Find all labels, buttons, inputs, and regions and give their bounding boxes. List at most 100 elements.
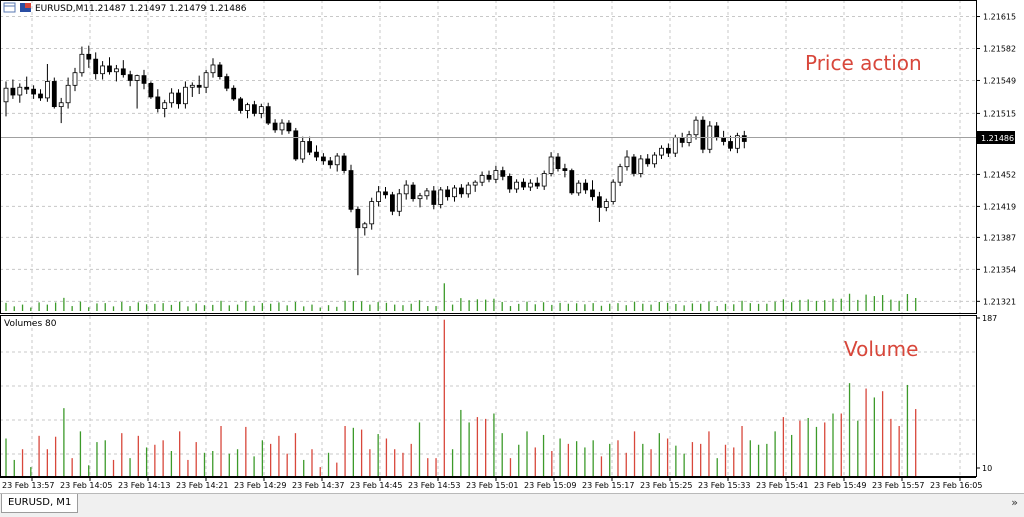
candle-body-bear: [590, 189, 595, 198]
time-axis: 23 Feb 13:57 23 Feb 14:05 23 Feb 14:13 23 F…: [2, 477, 982, 490]
candle-body-bull: [617, 166, 623, 183]
candle: [445, 186, 451, 201]
candle-body-bear: [272, 122, 278, 131]
candle-body-bear: [86, 53, 92, 60]
candle: [693, 116, 699, 140]
candle: [307, 136, 313, 156]
candle-body-bear: [51, 81, 57, 108]
candle: [486, 170, 492, 183]
time-tick-label: 23 Feb 15:25: [640, 481, 692, 490]
candle: [341, 153, 347, 174]
candle-body-bear: [458, 187, 464, 195]
candle: [735, 132, 740, 154]
candle: [58, 97, 64, 124]
candle: [403, 180, 409, 200]
candle: [610, 179, 616, 205]
candle: [31, 85, 37, 99]
candle: [65, 77, 71, 109]
candle: [383, 187, 388, 199]
candle: [493, 165, 499, 184]
price-tick-label: 1.21615: [983, 13, 1016, 22]
candle-body-bear: [714, 125, 720, 139]
chart-canvas: 1.21615 1.21582 1.21549 1.21515 1.21452 1.214…: [0, 0, 1017, 490]
candle-body-bear: [120, 68, 126, 76]
chart-tab-eurusd[interactable]: EURUSD, M1: [1, 494, 79, 513]
candle-body-bull: [134, 75, 140, 81]
volume-panel-label: Volumes 80: [4, 319, 57, 329]
candle: [93, 52, 99, 80]
price-panel-frame: [0, 0, 977, 314]
candle-body-bear: [127, 74, 133, 81]
candle-body-bull: [72, 72, 78, 86]
candle-body-bull: [479, 175, 485, 183]
time-tick-label: 23 Feb 15:41: [756, 481, 808, 490]
symbol-label: EURUSD,M1: [35, 4, 89, 14]
candle-body-bull: [300, 141, 306, 160]
candle: [17, 83, 23, 103]
volume-axis: 187 10: [976, 314, 997, 473]
candle-body-bull: [79, 53, 85, 74]
candle: [465, 182, 471, 198]
candle-body-bull: [376, 191, 382, 202]
candle: [562, 163, 568, 178]
candle: [389, 191, 395, 216]
candle-body-bull: [369, 201, 375, 225]
candle: [155, 89, 161, 113]
candle-body-bear: [728, 141, 733, 149]
candle-body-bear: [383, 191, 388, 196]
candle: [355, 206, 361, 276]
candle-body-bear: [410, 184, 416, 200]
candle-body-bull: [162, 102, 168, 109]
candle-body-bull: [403, 184, 409, 195]
candle: [728, 135, 733, 152]
candle: [176, 89, 181, 109]
candle-body-bear: [355, 208, 361, 229]
candle: [279, 119, 285, 135]
candle-body-bull: [693, 119, 699, 136]
candle-body-bull: [210, 64, 216, 74]
candle: [452, 185, 457, 202]
candle: [300, 136, 306, 163]
candle-body-bull: [417, 195, 423, 200]
candle-body-bull: [203, 72, 209, 88]
time-tick-label: 23 Feb 14:21: [176, 481, 228, 490]
candle-body-bear: [265, 106, 271, 124]
chart-tab-bar: EURUSD, M1 »: [0, 493, 1024, 517]
candle: [251, 100, 257, 117]
candle: [500, 166, 506, 181]
candle: [686, 130, 692, 147]
candle: [100, 61, 105, 80]
candle-body-bear: [251, 104, 257, 114]
candle-body-bull: [541, 173, 547, 187]
time-tick-label: 23 Feb 15:09: [524, 481, 576, 490]
candle: [576, 180, 582, 196]
candle-body-bull: [638, 158, 644, 174]
candle: [666, 143, 671, 157]
candle-body-bear: [721, 137, 726, 142]
candle-body-bull: [493, 170, 499, 180]
candle-body-bear: [224, 76, 230, 89]
candle-body-bear: [327, 160, 333, 166]
tab-scroll-right-icon[interactable]: »: [1011, 496, 1018, 509]
time-tick-label: 23 Feb 16:05: [930, 481, 982, 490]
time-tick-label: 23 Feb 14:05: [60, 481, 112, 490]
candle: [507, 173, 513, 193]
price-tick-label: 1.21452: [983, 170, 1016, 179]
candle: [410, 182, 416, 202]
candle: [534, 177, 540, 189]
candle: [148, 81, 154, 99]
price-tick-label: 1.21321: [983, 297, 1016, 306]
candle-body-bear: [286, 122, 292, 132]
time-tick-label: 23 Feb 15:33: [698, 481, 750, 490]
candle-body-bear: [148, 82, 154, 98]
candle: [638, 155, 644, 178]
candle-body-bear: [93, 58, 99, 75]
candle: [472, 180, 478, 192]
candle-body-bull: [576, 182, 582, 194]
candle: [265, 102, 271, 126]
candle: [569, 168, 575, 195]
candle-body-bear: [431, 190, 437, 205]
candle: [327, 157, 333, 169]
candle: [617, 163, 623, 187]
time-tick-label: 23 Feb 14:37: [292, 481, 344, 490]
